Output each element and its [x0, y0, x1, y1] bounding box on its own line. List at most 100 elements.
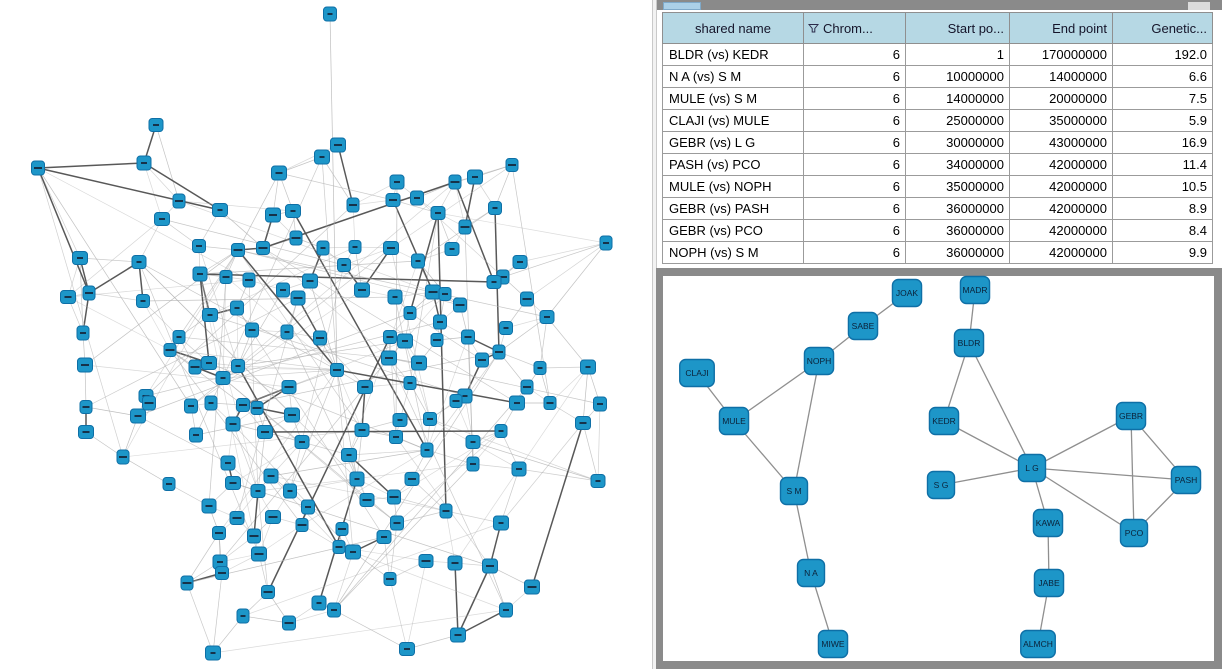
column-header-chrom[interactable]: Chrom...	[803, 12, 906, 44]
network-edge[interactable]	[519, 242, 607, 263]
network-node[interactable]	[289, 230, 303, 246]
network-node[interactable]	[593, 396, 607, 412]
network-node[interactable]	[387, 289, 403, 305]
network-node[interactable]	[453, 297, 467, 313]
network-edge[interactable]	[264, 430, 502, 433]
network-node[interactable]	[282, 615, 296, 631]
network-node[interactable]	[215, 371, 231, 385]
network-edge[interactable]	[155, 124, 180, 202]
network-node[interactable]	[482, 558, 498, 574]
subnetwork-view[interactable]: JOAK MADR SABE BLDR NOPH CLAJI MULE KEDR GEBR L G…	[656, 268, 1222, 669]
network-node-sabe[interactable]: SABE	[847, 311, 879, 341]
network-edge[interactable]	[289, 369, 338, 492]
network-node-mule[interactable]: MULE	[718, 406, 750, 436]
network-edge[interactable]	[329, 13, 338, 371]
network-node[interactable]	[389, 430, 403, 444]
table-row[interactable]: MULE (vs) S M 6 14000000 20000000 7.5	[662, 87, 1213, 110]
network-edge[interactable]	[454, 562, 459, 636]
network-edge[interactable]	[289, 264, 345, 492]
table-row[interactable]: N A (vs) S M 6 10000000 14000000 6.6	[662, 65, 1213, 88]
network-node[interactable]	[590, 474, 606, 488]
network-node[interactable]	[533, 361, 547, 375]
network-edge[interactable]	[237, 249, 461, 306]
network-edge[interactable]	[143, 162, 163, 220]
network-node[interactable]	[448, 174, 462, 190]
network-node[interactable]	[438, 287, 452, 301]
network-node[interactable]	[219, 270, 233, 284]
network-node[interactable]	[276, 282, 290, 298]
network-node[interactable]	[78, 425, 94, 439]
network-node[interactable]	[236, 608, 250, 624]
network-node[interactable]	[486, 275, 502, 289]
network-node[interactable]	[511, 461, 527, 477]
network-node[interactable]	[148, 118, 164, 132]
network-node[interactable]	[488, 201, 502, 215]
network-node[interactable]	[192, 239, 206, 253]
network-node[interactable]	[505, 158, 519, 172]
network-edge[interactable]	[222, 369, 338, 379]
network-node[interactable]	[116, 449, 130, 465]
network-node[interactable]	[539, 310, 555, 324]
network-edge[interactable]	[218, 369, 338, 534]
network-node[interactable]	[247, 528, 261, 544]
network-edge[interactable]	[546, 242, 607, 318]
network-edge[interactable]	[393, 430, 502, 498]
network-edge[interactable]	[321, 156, 338, 371]
network-edge[interactable]	[195, 414, 293, 436]
network-node-bldr[interactable]: BLDR	[953, 328, 985, 358]
network-node-claji[interactable]: CLAJI	[679, 358, 715, 388]
network-edge[interactable]	[417, 207, 496, 262]
network-edge[interactable]	[137, 312, 411, 417]
subnetwork-canvas[interactable]	[663, 276, 1214, 661]
network-node[interactable]	[229, 511, 245, 525]
network-edge[interactable]	[437, 212, 447, 512]
network-node[interactable]	[72, 251, 88, 265]
network-node[interactable]	[76, 325, 90, 341]
network-node[interactable]	[323, 6, 337, 22]
network-edge[interactable]	[292, 210, 428, 451]
table-row[interactable]: NOPH (vs) S M 6 36000000 42000000 9.9	[662, 241, 1213, 264]
network-node[interactable]	[465, 435, 481, 449]
network-node[interactable]	[281, 380, 297, 394]
network-node[interactable]	[79, 400, 93, 414]
network-edge[interactable]	[389, 578, 408, 650]
network-node[interactable]	[411, 253, 425, 269]
network-edge[interactable]	[395, 181, 398, 438]
network-edge[interactable]	[242, 522, 502, 617]
network-edge[interactable]	[464, 226, 474, 465]
network-node[interactable]	[220, 455, 236, 471]
network-edge[interactable]	[237, 249, 338, 371]
network-node[interactable]	[349, 471, 365, 487]
network-edge[interactable]	[257, 431, 266, 492]
network-node-miwe[interactable]: MIWE	[817, 629, 849, 659]
network-edge[interactable]	[237, 249, 363, 431]
network-edge[interactable]	[445, 510, 456, 564]
network-edge[interactable]	[212, 609, 507, 654]
network-edge[interactable]	[457, 565, 491, 636]
network-node-jabe[interactable]: JABE	[1033, 568, 1065, 598]
network-node[interactable]	[439, 503, 453, 519]
network-edge[interactable]	[500, 422, 584, 524]
network-edge[interactable]	[232, 482, 491, 567]
network-edge[interactable]	[518, 468, 599, 482]
network-node[interactable]	[337, 258, 351, 272]
network-edge[interactable]	[301, 449, 428, 526]
network-edge[interactable]	[968, 342, 1033, 469]
table-row[interactable]: PASH (vs) PCO 6 34000000 42000000 11.4	[662, 153, 1213, 176]
network-node-n-a[interactable]: N A	[796, 558, 826, 588]
network-node-madr[interactable]: MADR	[959, 275, 991, 305]
network-edge[interactable]	[409, 312, 483, 361]
network-node-almch[interactable]: ALMCH	[1020, 629, 1056, 659]
network-node[interactable]	[212, 203, 228, 217]
network-node[interactable]	[418, 554, 434, 568]
network-edge[interactable]	[37, 162, 145, 169]
network-node[interactable]	[580, 359, 596, 375]
network-edge[interactable]	[67, 218, 163, 298]
network-node[interactable]	[381, 350, 397, 366]
network-edge[interactable]	[409, 212, 439, 384]
network-edge[interactable]	[940, 467, 1033, 486]
table-row[interactable]: MULE (vs) NOPH 6 35000000 42000000 10.5	[662, 175, 1213, 198]
network-node[interactable]	[430, 333, 444, 347]
network-node[interactable]	[397, 333, 413, 349]
network-edge[interactable]	[337, 144, 354, 206]
